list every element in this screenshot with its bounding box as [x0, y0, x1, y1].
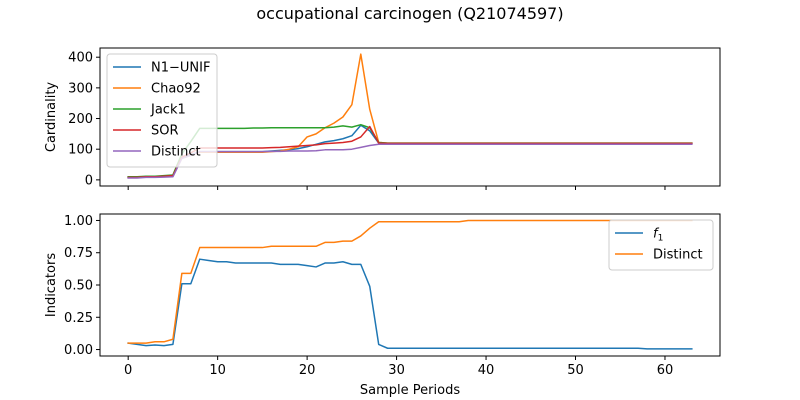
y-tick-label: 400	[68, 51, 93, 66]
legend-label: f1	[653, 227, 663, 244]
y-tick-label: 0	[85, 173, 93, 188]
legend: f1 Distinct	[608, 219, 714, 271]
legend-label: Distinct	[653, 248, 703, 263]
y-tick-label: 300	[68, 81, 93, 96]
y-tick-label: 100	[68, 143, 93, 158]
x-tick-label: 40	[478, 363, 495, 378]
x-tick-label: 0	[124, 363, 132, 378]
y-tick-label: 0.25	[64, 311, 93, 326]
legend-label: Jack1	[150, 103, 186, 118]
y-tick-label: 0.50	[64, 279, 93, 294]
y-tick-label: 0.00	[64, 343, 93, 358]
series-line-distinct	[127, 143, 693, 179]
legend-label: SOR	[151, 124, 179, 139]
x-tick-label: 20	[299, 363, 316, 378]
legend-label: Chao92	[151, 82, 201, 97]
chart-title: occupational carcinogen (Q21074597)	[256, 4, 563, 23]
y-tick-label: 200	[68, 112, 93, 127]
legend-box	[608, 219, 714, 271]
x-tick-label: 60	[657, 363, 674, 378]
legend-label: Distinct	[151, 145, 201, 160]
legend-label: N1−UNIF	[151, 61, 210, 76]
series-line-sor	[127, 125, 693, 179]
y-axis-title: Cardinality	[44, 82, 59, 153]
legend: N1−UNIF Chao92 Jack1 SOR Distinct	[106, 53, 218, 168]
cardinality-panel: 0 100 200 300 400 Cardinality N1−UNIF Chao92 Jac…	[44, 47, 721, 190]
y-tick-label: 0.75	[64, 246, 93, 261]
x-axis-title: Sample Periods	[360, 383, 460, 398]
x-tick-label: 50	[567, 363, 584, 378]
axes-frame	[99, 47, 721, 187]
series-line-f1	[127, 258, 693, 350]
indicators-panel: 0 10 20 30 40 50 60 0.00 0.25 0.50 0.75 1.00 Indicat…	[44, 213, 721, 398]
y-tick-label: 1.00	[64, 214, 93, 229]
x-tick-label: 10	[209, 363, 226, 378]
y-axis-title: Indicators	[44, 253, 59, 317]
series-line-distinct	[127, 219, 693, 344]
x-tick-label: 30	[388, 363, 405, 378]
legend-box	[106, 53, 218, 168]
